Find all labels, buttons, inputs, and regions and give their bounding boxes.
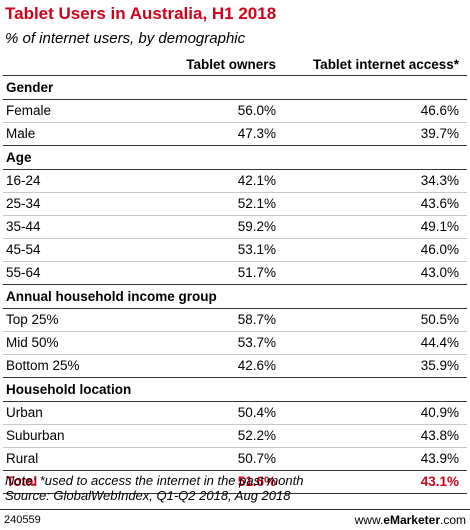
tablet-internet-access-value: 46.0% [284, 238, 467, 262]
tablet-internet-access-value: 34.3% [284, 169, 467, 193]
row-label: Urban [3, 401, 164, 425]
tablet-owners-value: 56.0% [164, 99, 284, 123]
brand-logo: www.eMarketer.com [355, 513, 466, 527]
table-row: Top 25% 58.7% 50.5% [3, 308, 467, 332]
chart-subtitle: % of internet users, by demographic [5, 30, 246, 47]
row-label: Male [3, 122, 164, 146]
source-text: Source: GlobalWebIndex, Q1-Q2 2018, Aug … [5, 488, 291, 503]
tablet-internet-access-value: 49.1% [284, 215, 467, 239]
data-table: Tablet owners Tablet internet access* Ge… [3, 55, 467, 494]
table-row: 55-64 51.7% 43.0% [3, 261, 467, 285]
row-label: 25-34 [3, 192, 164, 216]
column-header-tablet-internet-access: Tablet internet access* [284, 55, 467, 76]
row-label: Suburban [3, 424, 164, 448]
table-row: 45-54 53.1% 46.0% [3, 238, 467, 262]
group-header-row: Age [3, 145, 467, 170]
tablet-owners-value: 42.6% [164, 354, 284, 378]
tablet-owners-value: 53.1% [164, 238, 284, 262]
tablet-internet-access-value: 35.9% [284, 354, 467, 378]
tablet-internet-access-value: 43.6% [284, 192, 467, 216]
group-label: Household location [3, 377, 467, 402]
column-header-tablet-owners: Tablet owners [164, 55, 284, 76]
tablet-internet-access-value: 39.7% [284, 122, 467, 146]
chart-title: Tablet Users in Australia, H1 2018 [5, 4, 277, 23]
row-label: 35-44 [3, 215, 164, 239]
brand-suffix: .com [439, 513, 466, 527]
total-tablet-owners-value: 51.6% [164, 470, 284, 494]
table-row: Urban 50.4% 40.9% [3, 401, 467, 425]
footer: 240559 www.eMarketer.com [0, 509, 470, 530]
row-label: 55-64 [3, 261, 164, 285]
table-body: Gender Female 56.0% 46.6% Male 47.3% 39.7% Age 1… [3, 75, 467, 494]
brand-name: eMarketer [383, 513, 440, 527]
footnote: Note: *used to access the internet in th… [5, 473, 303, 503]
row-label: 16-24 [3, 169, 164, 193]
chart-id: 240559 [4, 514, 41, 526]
group-header-row: Gender [3, 75, 467, 100]
table-row: 35-44 59.2% 49.1% [3, 215, 467, 239]
table-row: Mid 50% 53.7% 44.4% [3, 331, 467, 355]
total-label: Total [3, 470, 164, 494]
tablet-owners-value: 58.7% [164, 308, 284, 332]
tablet-internet-access-value: 44.4% [284, 331, 467, 355]
table-header-row: Tablet owners Tablet internet access* [3, 55, 467, 76]
row-label: Mid 50% [3, 331, 164, 355]
tablet-owners-value: 51.7% [164, 261, 284, 285]
brand-prefix: www. [354, 513, 384, 527]
tablet-owners-value: 50.7% [164, 447, 284, 471]
table-row: Rural 50.7% 43.9% [3, 447, 467, 471]
tablet-owners-value: 52.1% [164, 192, 284, 216]
total-tablet-internet-access-value: 43.1% [284, 470, 467, 494]
row-label: Female [3, 99, 164, 123]
table-row: Suburban 52.2% 43.8% [3, 424, 467, 448]
tablet-internet-access-value: 50.5% [284, 308, 467, 332]
tablet-internet-access-value: 43.9% [284, 447, 467, 471]
row-label: Bottom 25% [3, 354, 164, 378]
tablet-internet-access-value: 43.0% [284, 261, 467, 285]
row-label: Top 25% [3, 308, 164, 332]
tablet-owners-value: 53.7% [164, 331, 284, 355]
tablet-internet-access-value: 40.9% [284, 401, 467, 425]
group-header-row: Annual household income group [3, 284, 467, 309]
tablet-internet-access-value: 43.8% [284, 424, 467, 448]
header-label-cell [3, 55, 164, 76]
group-header-row: Household location [3, 377, 467, 402]
table-row: Male 47.3% 39.7% [3, 122, 467, 146]
group-label: Gender [3, 75, 467, 100]
group-label: Annual household income group [3, 284, 467, 309]
table-row: Female 56.0% 46.6% [3, 99, 467, 123]
table-row: 25-34 52.1% 43.6% [3, 192, 467, 216]
tablet-owners-value: 50.4% [164, 401, 284, 425]
table-row: Bottom 25% 42.6% 35.9% [3, 354, 467, 378]
tablet-internet-access-value: 46.6% [284, 99, 467, 123]
group-label: Age [3, 145, 467, 170]
tablet-owners-value: 42.1% [164, 169, 284, 193]
total-row: Total 51.6% 43.1% [3, 470, 467, 494]
tablet-owners-value: 59.2% [164, 215, 284, 239]
table-row: 16-24 42.1% 34.3% [3, 169, 467, 193]
row-label: 45-54 [3, 238, 164, 262]
row-label: Rural [3, 447, 164, 471]
tablet-owners-value: 52.2% [164, 424, 284, 448]
tablet-owners-value: 47.3% [164, 122, 284, 146]
note-text: Note: *used to access the internet in th… [5, 473, 304, 488]
